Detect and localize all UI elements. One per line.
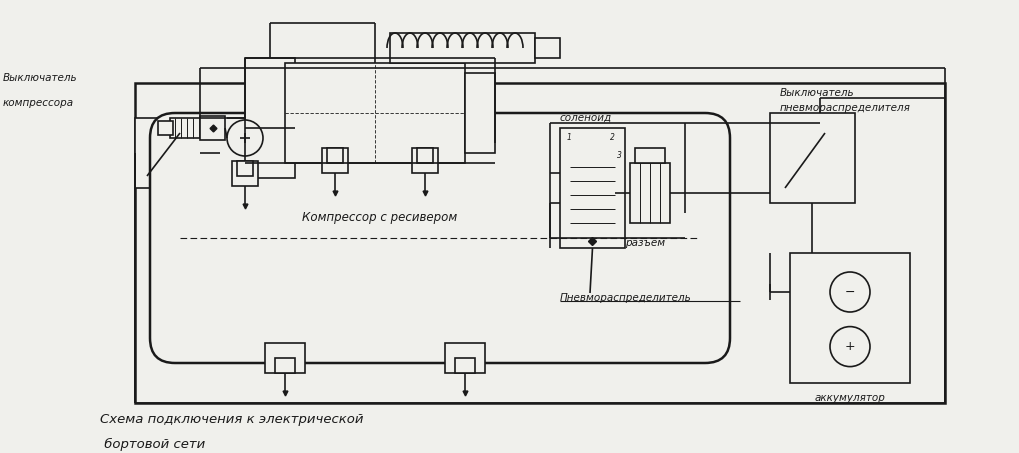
Text: компрессора: компрессора bbox=[3, 98, 74, 108]
Text: Выключатель: Выключатель bbox=[780, 88, 854, 98]
Text: аккумулятор: аккумулятор bbox=[814, 393, 884, 403]
Text: +: + bbox=[844, 340, 855, 353]
Bar bbox=[284, 63, 465, 163]
Bar bbox=[769, 113, 854, 203]
Bar bbox=[465, 73, 494, 153]
Bar bbox=[327, 148, 342, 163]
Text: −: − bbox=[844, 285, 854, 299]
Bar bbox=[559, 128, 625, 248]
Bar bbox=[200, 116, 225, 140]
Text: разъём: разъём bbox=[625, 238, 664, 248]
Text: Компрессор с ресивером: Компрессор с ресивером bbox=[302, 212, 458, 225]
Bar bbox=[231, 161, 258, 186]
Text: соленоид: соленоид bbox=[559, 113, 611, 123]
Bar bbox=[570, 143, 614, 233]
Text: Пневмораспределитель: Пневмораспределитель bbox=[559, 293, 691, 303]
Text: 1: 1 bbox=[567, 133, 572, 142]
Text: Схема подключения к электрической: Схема подключения к электрической bbox=[100, 413, 363, 426]
Bar bbox=[236, 161, 253, 176]
Bar bbox=[265, 343, 305, 373]
Text: Выключатель: Выключатель bbox=[3, 73, 77, 83]
Text: 3: 3 bbox=[616, 151, 622, 160]
Bar bbox=[389, 33, 535, 63]
Bar bbox=[158, 121, 173, 135]
Bar bbox=[535, 38, 559, 58]
Text: пневмораспределителя: пневмораспределителя bbox=[780, 103, 910, 113]
Bar bbox=[135, 83, 944, 403]
Text: 2: 2 bbox=[609, 133, 614, 142]
Bar bbox=[630, 163, 669, 223]
Bar bbox=[322, 148, 347, 173]
Bar bbox=[245, 58, 294, 178]
Bar bbox=[635, 148, 664, 163]
Bar bbox=[790, 253, 909, 383]
Bar bbox=[275, 358, 294, 373]
Bar bbox=[561, 153, 570, 223]
FancyBboxPatch shape bbox=[150, 113, 730, 363]
Bar bbox=[170, 118, 200, 138]
Bar bbox=[454, 358, 475, 373]
Bar bbox=[444, 343, 484, 373]
Text: бортовой сети: бортовой сети bbox=[100, 438, 205, 451]
Bar bbox=[135, 118, 200, 188]
Bar bbox=[412, 148, 437, 173]
Bar bbox=[417, 148, 433, 163]
